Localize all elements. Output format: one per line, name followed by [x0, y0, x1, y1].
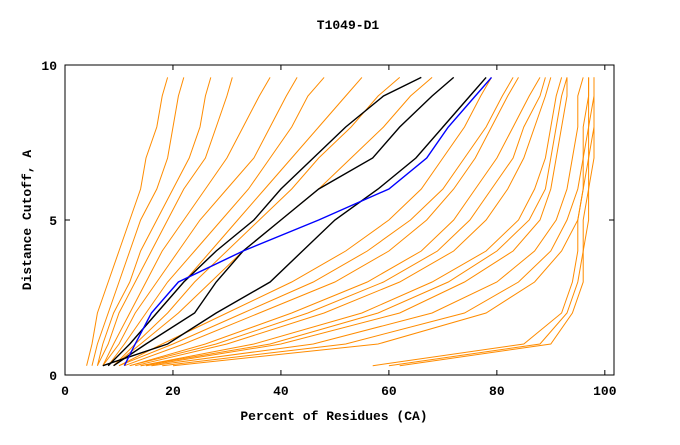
highlight-series-line-25 — [107, 76, 422, 367]
other-series-line-13 — [135, 77, 552, 367]
x-axis-label: Percent of Residues (CA) — [240, 409, 427, 424]
other-series-line-5 — [102, 77, 298, 366]
x-tick-label: 60 — [381, 384, 397, 399]
series-lines — [86, 76, 595, 367]
selected-series-line-28 — [123, 76, 493, 367]
other-series-line-3 — [96, 77, 233, 366]
y-tick-label: 10 — [41, 59, 57, 74]
other-series-line-0 — [86, 77, 169, 366]
other-series-line-17 — [162, 77, 590, 367]
other-series-line-12 — [129, 77, 541, 367]
other-series-line-14 — [140, 77, 563, 367]
x-tick-label: 0 — [61, 384, 69, 399]
x-tick-label: 40 — [273, 384, 289, 399]
x-tick-label: 100 — [593, 384, 617, 399]
other-series-line-4 — [102, 77, 271, 366]
y-axis-label: Distance Cutoff, A — [20, 150, 35, 291]
other-series-line-11 — [124, 77, 519, 367]
chart-title: T1049-D1 — [317, 18, 380, 33]
other-series-line-23 — [388, 77, 595, 367]
other-series-line-22 — [372, 77, 590, 367]
highlight-series-line-27 — [102, 76, 487, 367]
other-series-line-1 — [91, 77, 185, 366]
other-series-line-15 — [145, 77, 568, 367]
other-series-line-19 — [118, 77, 514, 367]
x-tick-label: 20 — [165, 384, 181, 399]
other-series-line-16 — [151, 77, 584, 367]
other-series-line-10 — [118, 77, 492, 367]
other-series-line-21 — [140, 77, 568, 367]
other-series-line-9 — [113, 77, 433, 367]
axis-ticks: 0 20 40 60 80 100 0 5 10 — [41, 59, 616, 399]
x-tick-label: 80 — [489, 384, 505, 399]
highlight-series-line-26 — [113, 76, 455, 367]
other-series-line-20 — [129, 77, 546, 367]
y-tick-label: 0 — [49, 369, 57, 384]
other-series-line-2 — [96, 77, 212, 366]
other-series-line-6 — [107, 77, 325, 366]
other-series-line-8 — [113, 77, 401, 367]
other-series-line-24 — [399, 77, 595, 367]
y-tick-label: 5 — [49, 214, 57, 229]
